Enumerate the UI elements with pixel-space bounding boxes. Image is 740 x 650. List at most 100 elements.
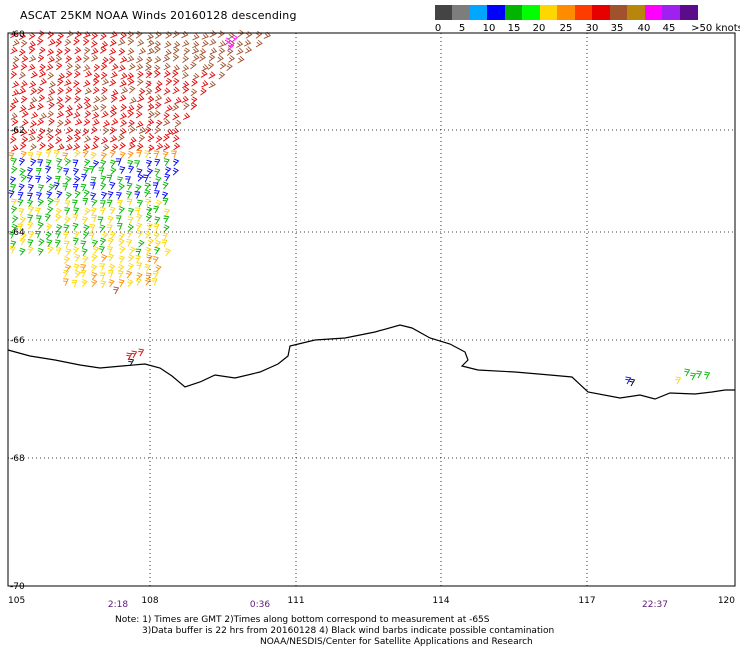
wind-barb <box>27 221 34 230</box>
wind-barb <box>28 102 36 111</box>
wind-barb <box>154 56 162 64</box>
wind-barb <box>20 150 27 159</box>
wind-barb <box>63 231 70 240</box>
wind-barb <box>90 182 96 190</box>
wind-barb <box>57 143 65 151</box>
legend-swatch <box>679 5 698 20</box>
wind-barb <box>17 223 23 231</box>
wind-barb <box>92 86 100 95</box>
wind-barb <box>37 221 44 230</box>
legend-swatch <box>557 5 576 20</box>
wind-barb <box>109 263 116 272</box>
wind-barb <box>54 198 61 207</box>
wind-barb <box>92 160 100 168</box>
wind-barb <box>163 87 171 96</box>
wind-barb <box>11 97 19 105</box>
wind-barb <box>192 72 200 81</box>
wind-barb <box>125 176 131 184</box>
wind-barb <box>27 246 34 255</box>
wind-barb <box>98 167 105 175</box>
wind-barb <box>56 96 64 105</box>
wind-barb <box>171 127 180 135</box>
wind-barb <box>82 255 89 264</box>
wind-barb <box>129 96 137 104</box>
wind-barb <box>119 166 126 174</box>
wind-barb <box>208 71 216 79</box>
wind-barb <box>146 159 153 168</box>
wind-barb <box>147 133 155 142</box>
wind-barb <box>201 80 209 88</box>
wind-barb <box>162 54 171 63</box>
legend-swatch <box>609 5 628 20</box>
legend-swatch <box>644 5 663 20</box>
wind-barb <box>138 134 146 143</box>
wind-barb <box>147 95 155 104</box>
wind-barb <box>190 61 197 70</box>
wind-barb <box>56 224 63 232</box>
wind-barb <box>64 38 72 47</box>
wind-barb <box>38 238 45 247</box>
wind-barb <box>152 182 159 190</box>
wind-barb <box>30 111 39 119</box>
wind-barb <box>27 152 34 160</box>
wind-barb <box>28 205 35 214</box>
wind-barb <box>57 78 64 87</box>
wind-barb <box>110 95 118 103</box>
wind-barb <box>245 31 253 39</box>
wind-barb <box>21 136 29 144</box>
wind-barb <box>208 53 216 62</box>
wind-barb <box>84 70 93 78</box>
wind-barb <box>46 95 54 103</box>
wind-barb <box>126 198 133 207</box>
wind-barb <box>145 87 153 96</box>
wind-barb <box>128 142 136 150</box>
wind-barb <box>28 230 35 239</box>
wind-barb <box>100 103 107 112</box>
note-line: 3)Data buffer is 22 hrs from 20160128 4)… <box>142 626 555 636</box>
wind-barb <box>147 144 155 153</box>
wind-barb <box>144 277 152 286</box>
wind-barb <box>45 231 52 240</box>
wind-barb <box>218 71 226 80</box>
wind-barb <box>55 39 63 47</box>
wind-barb <box>106 174 113 183</box>
wind-barb <box>65 86 73 94</box>
wind-barb <box>154 239 162 248</box>
wind-barb <box>74 46 82 55</box>
wind-barb <box>99 263 106 271</box>
wind-barbs <box>8 29 711 387</box>
wind-barb <box>144 263 151 272</box>
wind-barb <box>18 157 26 166</box>
wind-barb <box>171 150 177 158</box>
wind-barb <box>163 143 171 151</box>
wind-barb <box>83 46 91 55</box>
wind-barb <box>135 207 141 215</box>
wind-barb <box>200 70 208 78</box>
wind-barb <box>11 127 20 136</box>
wind-barb <box>163 112 170 120</box>
wind-barb <box>107 190 114 199</box>
wind-barb <box>64 47 71 55</box>
wind-barb <box>126 238 133 247</box>
wind-barb <box>236 40 244 49</box>
wind-barb <box>74 63 82 72</box>
wind-barb <box>19 216 27 224</box>
wind-barb <box>144 126 152 134</box>
wind-barb <box>39 112 47 120</box>
wind-barb <box>144 182 151 191</box>
wind-barb <box>192 33 200 41</box>
wind-barb <box>30 87 38 96</box>
wind-barb <box>9 176 17 185</box>
wind-barb <box>36 151 43 159</box>
wind-barb <box>62 152 69 160</box>
wind-barb <box>113 286 120 295</box>
wind-barb <box>83 224 90 233</box>
wind-barb <box>29 143 37 151</box>
wind-barb <box>30 158 37 167</box>
wind-barb <box>11 165 18 174</box>
wind-barb <box>201 32 209 40</box>
wind-barb <box>55 213 62 222</box>
wind-barb <box>91 198 98 207</box>
wind-barb <box>165 128 174 136</box>
wind-barb <box>136 222 143 231</box>
